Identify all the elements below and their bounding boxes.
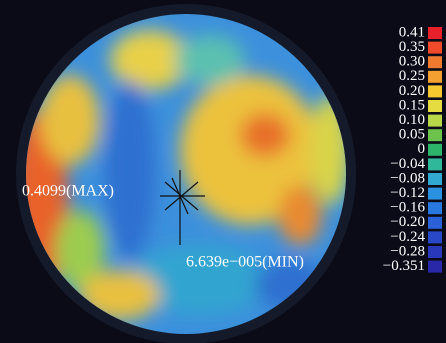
colorbar-swatch [428,144,442,156]
colorbar-swatch [428,129,442,141]
colorbar-label: −0.20 [390,214,425,230]
colorbar-label: −0.16 [390,200,425,216]
colorbar-swatch [428,173,442,185]
figure: 0.4099(MAX) 6.639e−005(MIN) 0.410.350.30… [0,0,446,343]
colorbar-swatch [428,27,442,39]
colorbar-swatch [428,56,442,68]
colorbar-label: −0.04 [390,156,425,172]
colorbar-label: −0.08 [390,170,425,186]
colorbar-swatch [428,42,442,54]
colorbar-label: 0.35 [399,39,425,55]
colorbar-swatch [428,217,442,229]
max-label: 0.4099(MAX) [22,183,114,200]
colorbar-label: 0.25 [399,68,425,84]
colorbar-label: 0.41 [399,24,425,40]
colorbar-label: 0.30 [399,54,425,70]
colorbar-label: −0.351 [383,258,425,274]
colorbar-label: 0.10 [399,112,425,128]
colorbar-label: 0.20 [399,83,425,99]
colorbar-swatch [428,246,442,258]
colorbar-swatch [428,158,442,170]
colorbar-swatch [428,231,442,243]
colorbar-label: −0.28 [390,243,425,259]
colorbar-label: 0 [418,141,426,157]
colorbar-swatch [428,261,442,273]
colorbar-swatch [428,100,442,112]
colorbar-label: 0.05 [399,127,425,143]
colorbar-swatch [428,71,442,83]
colorbar-swatch [428,85,442,97]
colorbar-label: −0.24 [390,229,425,245]
colorbar-swatch [428,188,442,200]
colorbar-label: 0.15 [399,97,425,113]
colorbar-swatch [428,115,442,127]
colorbar-label: −0.12 [390,185,425,201]
min-label: 6.639e−005(MIN) [186,254,304,271]
colorbar-swatch [428,202,442,214]
